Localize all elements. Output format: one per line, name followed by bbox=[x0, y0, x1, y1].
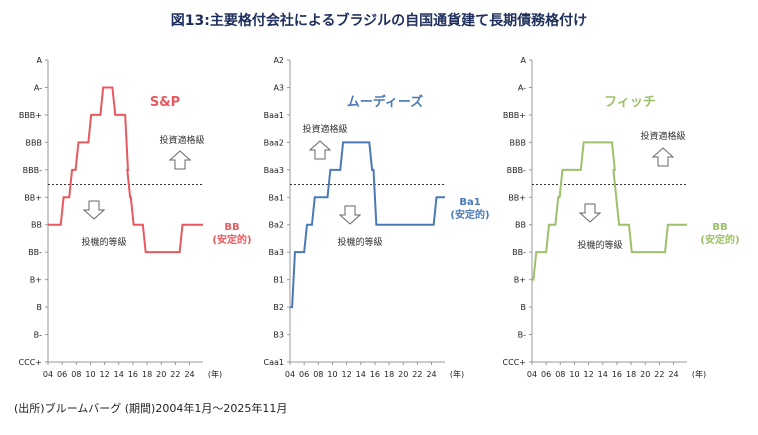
fitch-y-tick-label: B- bbox=[518, 331, 526, 340]
moodys-x-tick-label: 20 bbox=[398, 370, 408, 379]
fitch-y-tick-label: BB- bbox=[512, 248, 526, 257]
moodys-y-tick-label: B2 bbox=[273, 303, 284, 312]
moodys-x-tick-label: 12 bbox=[342, 370, 352, 379]
fitch-x-unit: (年) bbox=[692, 369, 706, 379]
sp-y-tick-label: BB- bbox=[28, 248, 42, 257]
fitch-x-tick-label: 22 bbox=[654, 370, 664, 379]
sp-x-tick-label: 08 bbox=[71, 370, 81, 379]
sp-y-tick-label: A bbox=[37, 56, 43, 65]
fitch-y-tick-label: B bbox=[521, 303, 527, 312]
moodys-current-outlook-label: (安定的) bbox=[450, 208, 489, 221]
sp-rating-line bbox=[48, 86, 203, 254]
sp-y-tick-label: A- bbox=[34, 83, 42, 92]
sp-investment-grade-label: 投資適格級 bbox=[159, 134, 204, 146]
moodys-speculative-grade-label: 投機的等級 bbox=[337, 236, 382, 248]
sp-x-tick-label: 06 bbox=[57, 370, 67, 379]
moodys-down-arrow-icon bbox=[338, 205, 362, 225]
sp-y-tick-label: BB bbox=[31, 221, 42, 230]
fitch-y-tick-label: B+ bbox=[514, 276, 526, 285]
fitch-y-tick-label: BB+ bbox=[508, 193, 526, 202]
sp-up-arrow-icon bbox=[168, 150, 192, 170]
moodys-x-unit: (年) bbox=[450, 369, 464, 379]
fitch-investment-grade-label: 投資適格級 bbox=[640, 130, 685, 142]
fitch-x-tick-label: 06 bbox=[541, 370, 551, 379]
fitch-x-tick-label: 14 bbox=[598, 370, 608, 379]
moodys-y-tick-label: Baa2 bbox=[264, 138, 284, 147]
moodys-x-tick-label: 10 bbox=[327, 370, 337, 379]
sp-y-tick-label: B bbox=[37, 303, 43, 312]
moodys-y-tick-label: Ba1 bbox=[269, 193, 284, 202]
moodys-y-tick-label: Baa3 bbox=[264, 166, 284, 175]
moodys-investment-grade-label: 投資適格級 bbox=[302, 123, 347, 135]
fitch-y-tick-label: BBB- bbox=[507, 166, 526, 175]
sp-y-tick-label: B- bbox=[34, 331, 42, 340]
moodys-rating-line bbox=[290, 141, 445, 309]
fitch-y-tick-label: A- bbox=[518, 83, 526, 92]
sp-x-tick-label: 24 bbox=[184, 370, 194, 379]
sp-x-tick-label: 20 bbox=[156, 370, 166, 379]
sp-x-tick-label: 16 bbox=[128, 370, 138, 379]
fitch-x-tick-label: 24 bbox=[668, 370, 678, 379]
sp-y-tick-label: BBB+ bbox=[19, 111, 42, 120]
moodys-y-tick-label: Ba2 bbox=[269, 221, 284, 230]
moodys-agency-title: ムーディーズ bbox=[347, 94, 423, 110]
fitch-speculative-grade-label: 投機的等級 bbox=[577, 239, 622, 251]
sp-speculative-grade-label: 投機的等級 bbox=[81, 236, 126, 248]
moodys-x-tick-label: 16 bbox=[370, 370, 380, 379]
sp-x-tick-label: 22 bbox=[170, 370, 180, 379]
moodys-x-tick-label: 22 bbox=[412, 370, 422, 379]
moodys-x-tick-label: 06 bbox=[299, 370, 309, 379]
fitch-x-tick-label: 12 bbox=[584, 370, 594, 379]
sp-down-arrow-icon bbox=[82, 200, 106, 220]
sp-x-tick-label: 14 bbox=[114, 370, 124, 379]
sp-agency-title: S&P bbox=[150, 95, 180, 110]
sp-current-outlook-label: (安定的) bbox=[212, 233, 251, 246]
fitch-y-tick-label: BBB+ bbox=[503, 111, 526, 120]
moodys-x-tick-label: 08 bbox=[313, 370, 323, 379]
sp-y-tick-label: BB+ bbox=[24, 193, 42, 202]
moodys-y-tick-label: B1 bbox=[273, 276, 284, 285]
moodys-x-tick-label: 14 bbox=[356, 370, 366, 379]
moodys-x-tick-label: 24 bbox=[426, 370, 436, 379]
sp-x-tick-label: 04 bbox=[43, 370, 53, 379]
moodys-current-rating-label: Ba1 bbox=[459, 197, 480, 208]
moodys-y-tick-label: Ba3 bbox=[269, 248, 284, 257]
fitch-rating-line bbox=[532, 141, 687, 281]
moodys-y-tick-label: B3 bbox=[273, 331, 284, 340]
moodys-up-arrow-icon bbox=[308, 140, 332, 160]
fitch-x-tick-label: 04 bbox=[527, 370, 537, 379]
sp-current-rating-label: BB bbox=[224, 222, 239, 233]
fitch-x-tick-label: 18 bbox=[626, 370, 636, 379]
fitch-down-arrow-icon bbox=[578, 203, 602, 223]
fitch-y-tick-label: A bbox=[521, 56, 527, 65]
fitch-y-tick-label: BBB bbox=[510, 138, 526, 147]
moodys-y-tick-label: A2 bbox=[273, 56, 284, 65]
page-title: 図13:主要格付会社によるブラジルの自国通貨建て長期債務格付け bbox=[170, 13, 588, 29]
fitch-y-tick-label: BB bbox=[515, 221, 526, 230]
sp-x-unit: (年) bbox=[208, 369, 222, 379]
fitch-x-tick-label: 08 bbox=[555, 370, 565, 379]
fitch-y-tick-label: CCC+ bbox=[503, 358, 526, 367]
sp-y-tick-label: BBB- bbox=[23, 166, 42, 175]
sp-x-tick-label: 18 bbox=[142, 370, 152, 379]
fitch-x-tick-label: 20 bbox=[640, 370, 650, 379]
moodys-y-tick-label: Baa1 bbox=[264, 111, 284, 120]
moodys-x-tick-label: 18 bbox=[384, 370, 394, 379]
fitch-current-outlook-label: (安定的) bbox=[700, 233, 739, 246]
fitch-x-tick-label: 10 bbox=[569, 370, 579, 379]
sp-y-tick-label: CCC+ bbox=[19, 358, 42, 367]
moodys-y-tick-label: A3 bbox=[273, 83, 284, 92]
moodys-y-tick-label: Caa1 bbox=[264, 358, 284, 367]
sp-y-tick-label: BBB bbox=[26, 138, 42, 147]
source-note: (出所)ブルームバーグ (期間)2004年1月～2025年11月 bbox=[14, 402, 288, 415]
fitch-agency-title: フィッチ bbox=[604, 95, 656, 110]
moodys-x-tick-label: 04 bbox=[285, 370, 295, 379]
fitch-x-tick-label: 16 bbox=[612, 370, 622, 379]
sp-x-tick-label: 10 bbox=[85, 370, 95, 379]
fitch-up-arrow-icon bbox=[651, 147, 675, 167]
sp-x-tick-label: 12 bbox=[100, 370, 110, 379]
fitch-current-rating-label: BB bbox=[712, 222, 727, 233]
sp-y-tick-label: B+ bbox=[30, 276, 42, 285]
